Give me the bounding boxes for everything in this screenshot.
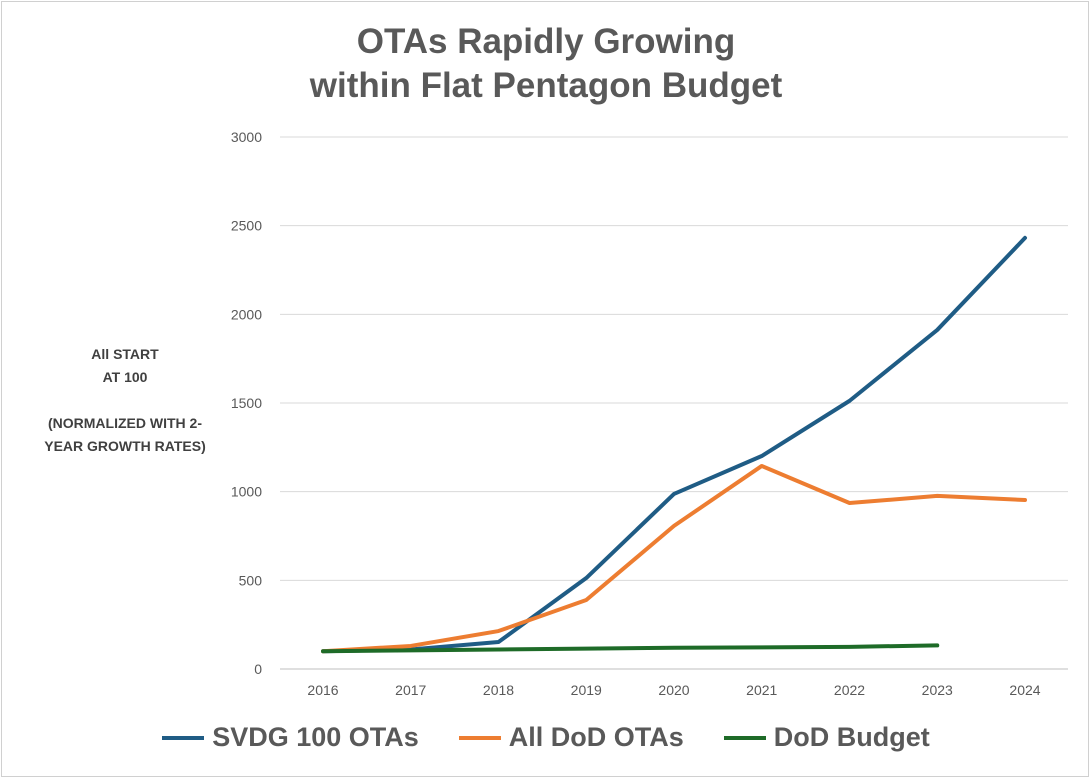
legend: SVDG 100 OTAs All DoD OTAs DoD Budget [0, 722, 1092, 753]
x-tick-label: 2021 [746, 682, 777, 698]
legend-swatch [162, 735, 205, 740]
ylabel-line: YEAR GROWTH RATES) [44, 438, 206, 454]
series-line-1 [321, 463, 1027, 654]
title-line-1: OTAs Rapidly Growing [356, 22, 736, 61]
y-tick-label: 1000 [231, 484, 262, 500]
legend-item-all-dod: All DoD OTAs [458, 722, 684, 753]
legend-item-svdg: SVDG 100 OTAs [162, 722, 419, 753]
ylabel-line: AT 100 [102, 369, 148, 385]
legend-item-dod-budget: DoD Budget [723, 722, 930, 753]
y-tick-label: 3000 [231, 129, 262, 145]
x-tick-label: 2019 [571, 682, 602, 698]
ylabel-line: (NORMALIZED WITH 2- [48, 415, 202, 431]
y-tick-label: 500 [239, 572, 263, 588]
x-tick-label: 2024 [1009, 682, 1040, 698]
x-tick-label: 2020 [658, 682, 689, 698]
x-tick-label: 2017 [395, 682, 426, 698]
y-tick-label: 2500 [231, 218, 262, 234]
title-line-2: within Flat Pentagon Budget [309, 66, 783, 105]
y-axis-label: All START AT 100 (NORMALIZED WITH 2- YEA… [20, 343, 230, 458]
y-tick-label: 2000 [231, 306, 262, 322]
y-tick-label: 0 [254, 661, 262, 677]
legend-swatch [723, 735, 766, 740]
x-tick-label: 2023 [922, 682, 953, 698]
chart-title: OTAs Rapidly Growing within Flat Pentago… [0, 20, 1092, 108]
x-tick-label: 2016 [307, 682, 338, 698]
series-line-0 [321, 235, 1027, 654]
x-tick-label: 2018 [483, 682, 514, 698]
legend-label: All DoD OTAs [508, 722, 684, 752]
ylabel-line: All START [91, 346, 159, 362]
legend-label: DoD Budget [773, 722, 930, 752]
y-tick-label: 1500 [231, 395, 262, 411]
x-tick-label: 2022 [834, 682, 865, 698]
legend-label: SVDG 100 OTAs [212, 722, 419, 752]
series-line-2 [321, 643, 940, 654]
legend-swatch [458, 735, 501, 740]
